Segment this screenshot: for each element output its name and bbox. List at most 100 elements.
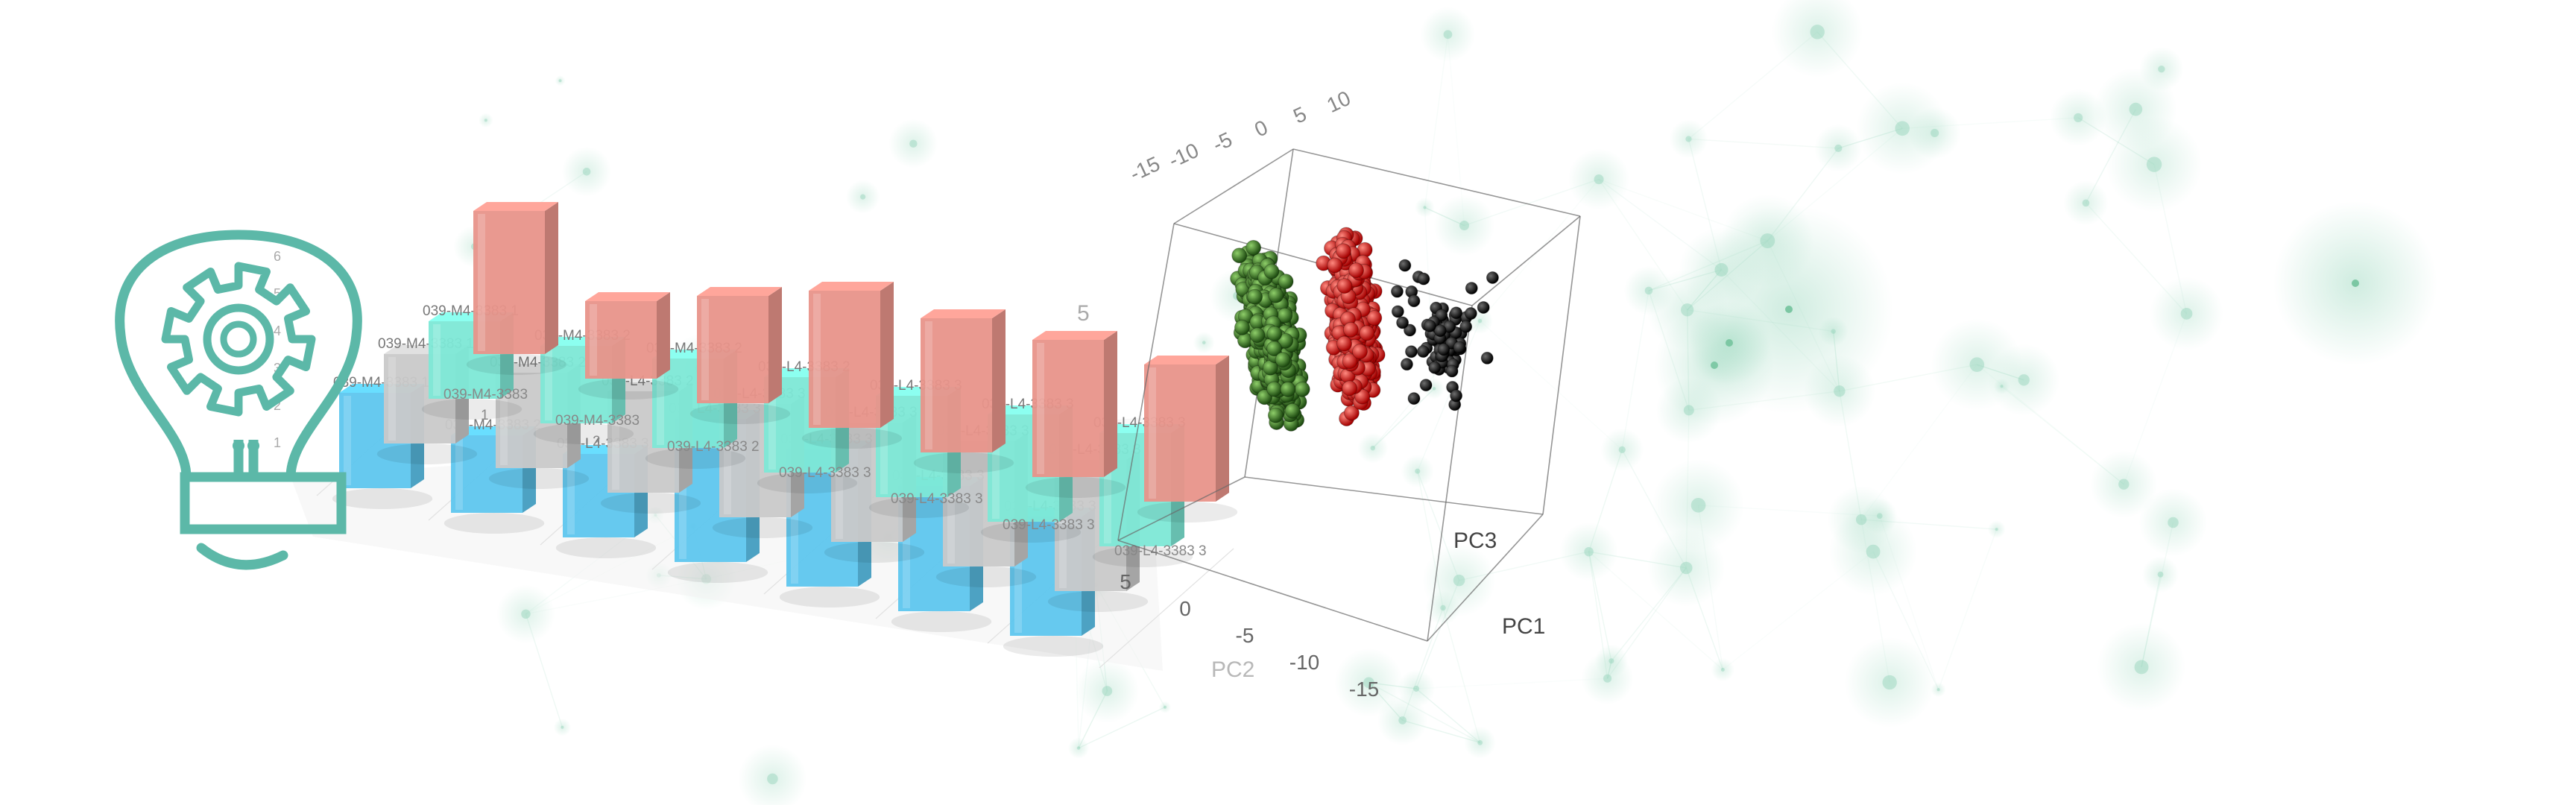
bar-bar_red-6 [1025, 331, 1126, 498]
network-node [1834, 144, 1843, 153]
cube-edge [1471, 215, 1581, 306]
network-node [558, 79, 562, 83]
axis-label-pc3: PC3 [1453, 528, 1497, 553]
network-node [1882, 675, 1897, 690]
network-link [1688, 138, 1839, 149]
network-node [1969, 357, 1985, 372]
cube-edge [1427, 514, 1544, 642]
network-node [2082, 199, 2090, 207]
network-node [1413, 685, 1420, 692]
bar-bar_red-1 [466, 202, 567, 375]
network-node [2129, 102, 2143, 116]
pc2-tick-label: -5 [1236, 624, 1254, 647]
network-node [1415, 468, 1421, 474]
pc2-tick-label: -15 [1349, 678, 1379, 701]
network-link [1442, 607, 1481, 743]
network-node [582, 168, 591, 176]
floor-gridline [1099, 548, 1234, 669]
bar-floor-label: 039-M4-3383 2 [555, 413, 640, 449]
bar-floor-label: 039-L4-3383 3 [1003, 517, 1095, 533]
network-node [767, 773, 778, 785]
cube-edge [1542, 215, 1581, 515]
network-node [1609, 658, 1614, 664]
network-node [2018, 374, 2030, 386]
top-tick-label: -10 [1165, 139, 1202, 172]
bar-floor-label: 039-L4-3383 3 [779, 465, 871, 481]
scatter-cluster-scatter_black [1390, 259, 1499, 411]
network-node [2000, 385, 2004, 388]
network-node [2352, 280, 2359, 287]
gear-outline [161, 262, 316, 417]
gear-ring [203, 303, 274, 375]
network-node [1459, 221, 1469, 231]
y-tick-label: 4 [274, 323, 281, 338]
bar-bar_red-3 [689, 287, 791, 424]
network-node [1876, 513, 1883, 520]
network-node [909, 139, 918, 148]
network-node [1398, 716, 1407, 724]
network-node [1370, 445, 1376, 451]
network-link [1417, 321, 1481, 472]
gear-hub [220, 321, 257, 358]
network-node [860, 194, 866, 200]
bulb-tip [196, 543, 288, 570]
network-node [1477, 318, 1483, 323]
network-link [1447, 34, 1465, 226]
network-node [1618, 446, 1626, 453]
axis-label-pc1: PC1 [1502, 614, 1545, 639]
axis-label-pc2: PC2 [1211, 657, 1254, 682]
y-tick-label: 3 [274, 361, 281, 376]
network-node [1432, 387, 1436, 391]
cube-edge [1244, 476, 1544, 515]
network-link [1078, 707, 1166, 749]
network-node [1076, 746, 1081, 750]
network-node [1936, 688, 1940, 692]
top-tick-label: -15 [1126, 152, 1164, 186]
network-background [453, 0, 2437, 805]
filament-dot [233, 440, 244, 452]
network-node [1810, 25, 1825, 40]
top-tick-label: -5 [1209, 127, 1236, 157]
network-node [1202, 341, 1206, 344]
network-link [1424, 34, 1449, 208]
bar-bar_red-5 [913, 309, 1014, 473]
network-node [1690, 498, 1706, 513]
pc2-tick-label: 5 [1120, 570, 1131, 593]
bar-chart-y-ticks: 1 2 3 4 5 6 [274, 249, 281, 450]
cube-edge [1117, 540, 1428, 642]
network-node [1679, 561, 1693, 575]
cube-edge [1173, 148, 1294, 224]
top-tick-label: 0 [1251, 116, 1271, 142]
top-tick-label: 5 [1289, 102, 1310, 128]
network-node [2146, 157, 2162, 172]
network-node [1594, 174, 1604, 185]
network-node [2157, 571, 2164, 578]
network-link [1588, 551, 1723, 671]
bulb-base [180, 472, 347, 534]
pc2-tick-label: 0 [1179, 597, 1191, 620]
network-node [1102, 686, 1113, 696]
bar-bar_blue-2: 039-M4-3383 2 [443, 417, 545, 534]
network-link [1937, 528, 1998, 690]
network-node [2168, 517, 2179, 528]
network-node [1440, 604, 1446, 611]
bar-floor-label: 039-M4-3383 1 [443, 387, 528, 423]
pc2-tick-label: -10 [1289, 651, 1319, 674]
bulb-outline [115, 230, 362, 482]
network-link [1621, 290, 1650, 450]
network-node [2134, 660, 2149, 675]
network-node [2180, 308, 2193, 320]
network-node [1363, 677, 1374, 689]
network-node [561, 725, 564, 729]
top-tick-label: 10 [1323, 86, 1354, 117]
network-node [1995, 528, 1998, 531]
bar-bar_red-4 [801, 282, 903, 449]
scatter-cluster-scatter_red [1316, 227, 1386, 426]
network-node [1685, 136, 1692, 142]
network-node [1644, 286, 1653, 295]
network-node [1443, 30, 1453, 40]
network-link [1416, 678, 1608, 689]
cube-edge [1292, 148, 1581, 217]
